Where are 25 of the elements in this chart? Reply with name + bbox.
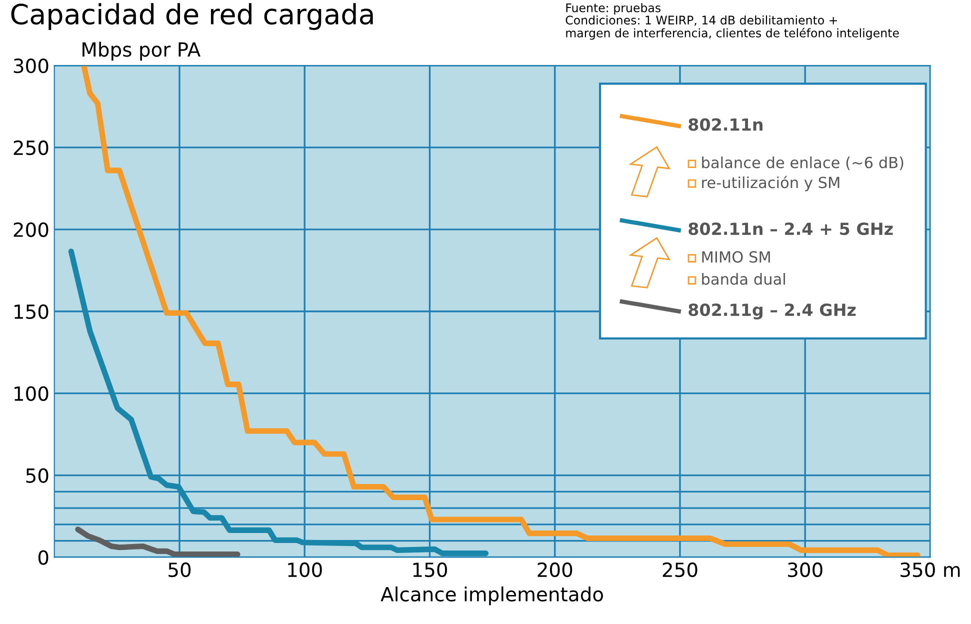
legend-label: 802.11n: [688, 118, 762, 131]
y-tick-label: 200: [14, 222, 48, 238]
x-tick-label: 50: [168, 562, 191, 578]
annotation: banda dual: [702, 273, 785, 285]
annotation: balance de enlace (~6 dB): [702, 156, 904, 170]
x-tick-label: 200: [538, 562, 572, 578]
legend-label: 802.11n – 2.4 + 5 GHz: [688, 222, 893, 236]
y-axis-title: Mbps por PA: [82, 42, 200, 61]
x-tick-label: 100: [288, 562, 322, 578]
x-tick-label: 350 m: [900, 562, 960, 578]
y-tick-label: 300: [14, 58, 48, 74]
x-tick-label: 300: [788, 562, 822, 578]
source-note: Fuente: pruebas Condiciones: 1 WEIRP, 14 dB debilitamiento + margen de interferencia, clientes de teléfono inteligente: [566, 3, 899, 40]
x-tick-label: 250: [662, 562, 698, 578]
y-tick-label: 50: [26, 468, 48, 483]
x-axis-title: Alcance implementado: [380, 586, 603, 606]
annotation: re-utilización y SM: [702, 176, 840, 192]
y-tick-label: 100: [14, 386, 48, 401]
y-tick-label: 0: [38, 550, 48, 565]
annotation: MIMO SM: [702, 251, 770, 263]
x-tick-label: 150: [413, 562, 447, 578]
y-tick-label: 150: [14, 304, 48, 320]
y-tick-label: 250: [14, 140, 48, 156]
legend-label: 802.11g – 2.4 GHz: [688, 303, 856, 320]
chart-title: Capacidad de red cargada: [11, 3, 373, 30]
